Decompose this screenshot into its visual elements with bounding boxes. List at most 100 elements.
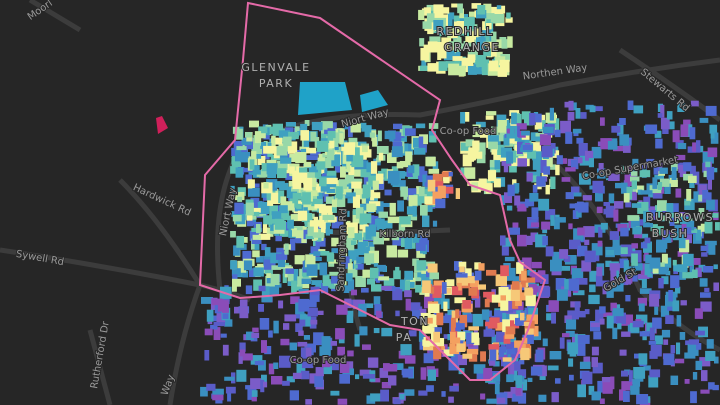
building — [311, 198, 323, 207]
building — [631, 243, 638, 249]
building — [351, 289, 357, 296]
building — [500, 265, 509, 277]
building — [575, 108, 581, 119]
building — [583, 356, 591, 364]
building — [531, 175, 538, 183]
building — [236, 369, 247, 382]
building — [252, 234, 261, 240]
building — [282, 380, 290, 386]
building — [261, 243, 267, 251]
building — [471, 3, 482, 9]
building — [712, 384, 719, 391]
building — [459, 266, 465, 273]
building — [331, 237, 339, 247]
building — [300, 347, 310, 359]
building — [660, 104, 665, 118]
building — [275, 235, 282, 242]
building — [323, 365, 332, 375]
building — [547, 365, 559, 371]
building — [279, 355, 291, 368]
building — [295, 152, 307, 163]
building — [216, 312, 226, 323]
building — [359, 326, 368, 336]
building — [346, 310, 354, 323]
building — [423, 353, 434, 364]
building — [427, 179, 436, 192]
building — [603, 202, 610, 206]
building — [375, 157, 381, 163]
building — [419, 38, 425, 47]
building — [343, 285, 350, 293]
building — [710, 129, 715, 139]
building — [672, 259, 677, 266]
building — [307, 222, 317, 233]
building — [204, 328, 213, 336]
building — [573, 290, 585, 296]
building — [510, 320, 515, 328]
building — [535, 116, 543, 129]
building — [584, 239, 590, 245]
building — [649, 327, 655, 341]
building — [239, 342, 246, 352]
building — [406, 206, 414, 215]
building — [596, 266, 603, 277]
building — [283, 323, 290, 330]
building — [398, 171, 405, 179]
building — [412, 310, 421, 319]
building — [684, 200, 691, 206]
building — [239, 306, 249, 319]
building — [462, 308, 470, 317]
building — [404, 355, 416, 364]
building — [657, 182, 663, 190]
building — [461, 57, 474, 66]
building — [407, 214, 418, 221]
building — [600, 222, 608, 230]
building — [704, 221, 713, 234]
building — [550, 215, 555, 226]
building — [496, 397, 506, 404]
building — [631, 203, 642, 208]
building — [297, 341, 308, 347]
building — [487, 6, 498, 19]
building — [521, 337, 528, 344]
building — [481, 63, 493, 76]
building — [670, 345, 676, 354]
building — [308, 166, 318, 173]
building — [363, 195, 372, 205]
building — [492, 39, 503, 49]
building — [531, 222, 540, 227]
building — [342, 186, 352, 195]
building — [263, 224, 268, 234]
building — [267, 151, 273, 157]
building — [251, 332, 260, 338]
building — [432, 338, 445, 349]
building — [562, 333, 570, 338]
building — [595, 191, 603, 202]
building — [319, 177, 327, 187]
building — [232, 278, 241, 287]
building — [359, 213, 372, 224]
building — [326, 188, 336, 193]
building — [260, 379, 265, 393]
building — [337, 346, 345, 356]
building — [410, 302, 421, 312]
building — [313, 332, 324, 346]
building — [639, 170, 651, 178]
building — [404, 290, 412, 298]
building — [416, 186, 421, 198]
building — [392, 235, 404, 246]
building — [252, 250, 260, 258]
building — [686, 228, 698, 233]
building — [306, 147, 317, 154]
building — [530, 113, 542, 123]
building — [495, 322, 507, 331]
building — [575, 278, 588, 285]
building — [573, 131, 579, 137]
building — [459, 314, 468, 328]
building — [696, 140, 701, 153]
building — [705, 350, 716, 361]
building — [222, 344, 229, 356]
building — [427, 369, 436, 381]
building — [234, 202, 244, 214]
building — [531, 261, 542, 269]
